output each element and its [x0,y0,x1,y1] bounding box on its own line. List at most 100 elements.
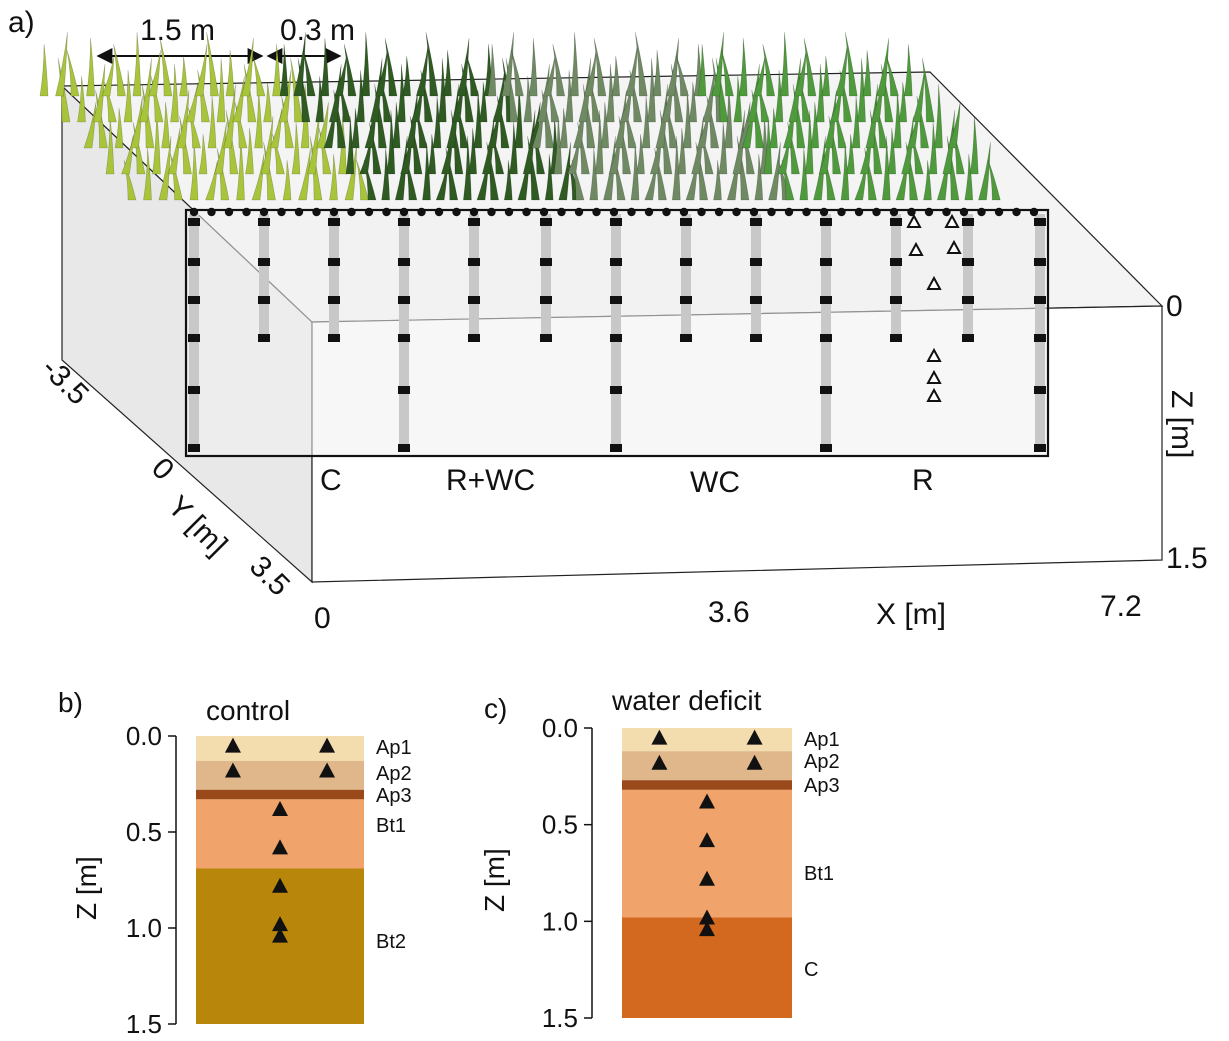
surface-sensor-dot [347,207,356,217]
crop-blade [405,89,419,149]
dim-label-plot-width: 1.5 m [140,14,215,47]
open-triangle-sensor [944,213,960,228]
soil-sensor-triangle [272,916,288,932]
z-axis-label: Z [m] [1165,390,1198,458]
crop-blade [552,43,566,97]
horizon-ap3 [196,789,364,800]
crop-blade [279,43,289,97]
crop-blade [92,63,106,123]
probe-sensor-mark [540,218,552,226]
crop-blade [578,57,592,123]
crop-blade [921,57,935,123]
crop-blade [55,31,68,97]
crop-blade [478,81,488,123]
crop-blade [522,109,536,175]
surface-sensor-dot [749,207,759,217]
crop-blade [655,83,669,149]
surface-sensor-dot [784,207,794,217]
crop-blade [721,49,734,97]
panel-a-label: a) [8,6,35,39]
crop-blade [446,83,459,149]
surface-sensor-dot [924,207,934,217]
surface-sensor-dot [539,207,549,217]
surface-sensor-dot [907,207,916,217]
crop-blade [384,37,398,97]
probe-sensor-mark [398,296,410,304]
crop-blade [503,159,513,201]
surface-sensor-dot [277,207,286,217]
horizon-label-ap1: Ap1 [376,737,412,759]
surface-sensor-dot [364,207,374,217]
probe-1 [188,214,200,452]
crop-blade [397,63,406,123]
sensor-probes [188,214,1046,452]
x-tick-3-6: 3.6 [708,596,750,629]
crop-blade [132,31,142,97]
probe-tube [189,214,199,452]
crop-blade [652,49,662,97]
probe-sensor-mark [328,296,340,304]
crop-blade [857,57,866,123]
probe-sensor-mark [188,258,200,266]
crop-blade [641,95,651,149]
surface-sensor-dot [189,207,199,217]
probe-sensor-mark [750,296,762,304]
probe-6 [540,214,552,342]
probe-tube [1035,214,1045,452]
crop-blade [898,81,908,123]
panel-a: a) 1.5 m 0.3 m C R+WC WC R 0 3.6 X [m] 7… [8,6,1208,635]
crop-blade [282,159,292,201]
probe-sensor-mark [328,258,340,266]
open-triangle-sensor [926,369,942,384]
soil-sensor-triangle [272,839,288,855]
probe-10 [820,214,832,452]
crop-blade [463,135,472,201]
surface-sensor-dot [224,207,234,217]
treatment-label-r-wc: R+WC [446,464,535,497]
crop-blade [66,49,80,97]
probe-tube [259,214,269,342]
crop-blade [293,31,306,97]
probe-sensor-mark [540,258,552,266]
surface-sensor-dot [399,207,409,217]
probe-sensor-mark [1034,444,1046,452]
crop-blade [892,89,902,149]
crop-blade [176,89,190,149]
surface-sensor-dot [557,207,566,217]
crop-blade [813,135,826,201]
surface-sensor-dot [732,207,741,217]
surface-sensor-dot [854,207,864,217]
probe-sensor-mark [398,218,410,226]
crop-blade [876,37,890,97]
crop-blade [824,89,837,149]
horizon-label-bt1: Bt1 [376,815,406,837]
probe-sensor-mark [328,334,340,342]
open-triangle-sensor [926,275,942,290]
crop-blade [544,153,554,201]
surface-sensor-dot [487,207,496,217]
profile-tick-label: 0.5 [126,817,162,847]
crop-blade [768,141,781,201]
crop-blade [677,127,687,175]
crop-blade [113,43,126,97]
surface-sensor-dot [592,207,601,217]
crop-blade [214,121,227,175]
y-tick-0: 0 [145,452,180,487]
profile-tick-label: 1.0 [126,913,162,943]
crop-blade [840,141,850,201]
soil-sensor-triangle [272,800,288,816]
crop-blade [361,31,371,97]
probe-tube [541,214,551,342]
crop-blade [978,141,991,201]
soil-sensor-triangle [272,927,288,943]
crop-blade [942,109,956,175]
crop-blade [501,31,515,97]
probe-sensor-mark [468,258,480,266]
crop-blade [589,147,599,201]
open-triangle-sensor [926,387,942,402]
crop-blade [846,133,855,175]
crop-blade [559,107,568,149]
probe-sensor-mark [680,218,692,226]
surface-sensor-dot [1012,207,1021,217]
